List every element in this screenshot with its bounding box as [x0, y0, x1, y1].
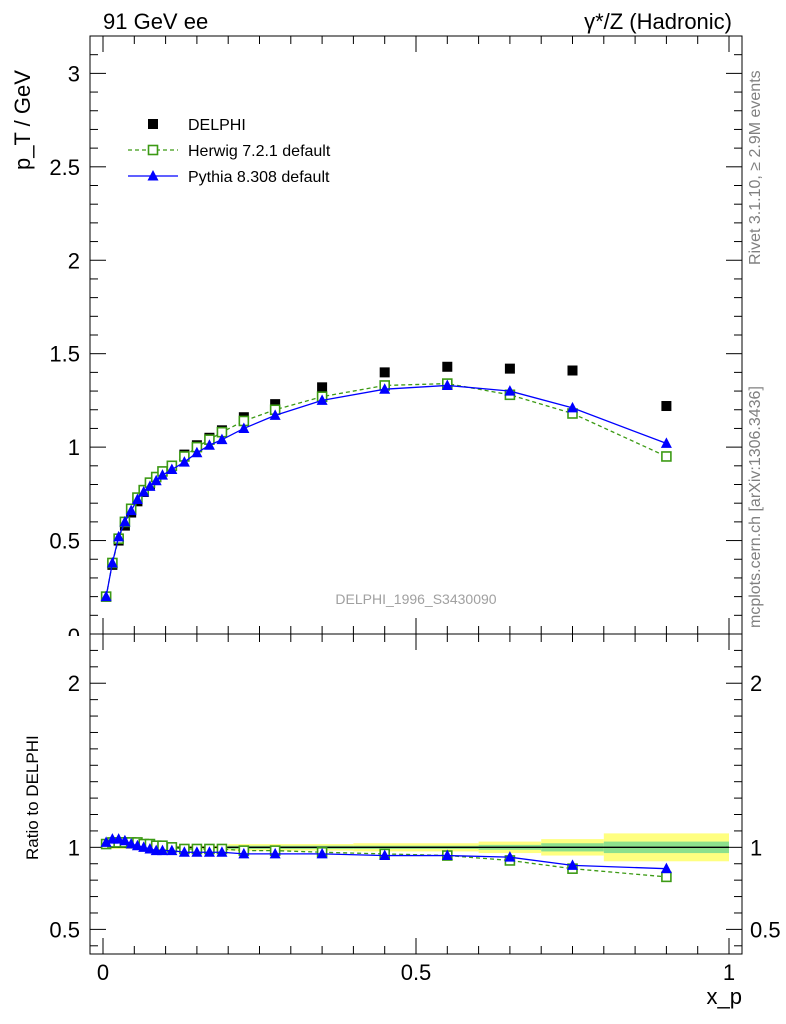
x-tick-label: 1	[723, 960, 735, 985]
legend-label: Pythia 8.308 default	[188, 169, 330, 186]
ratio-data-point	[567, 859, 578, 870]
main-data-point	[270, 399, 281, 410]
ratio-data-point	[269, 847, 281, 859]
main-data-point	[178, 456, 190, 467]
ratio-data-point	[113, 833, 125, 844]
ratio-y-tick-label-right: 1	[750, 835, 762, 860]
main-data-point	[119, 515, 131, 527]
ratio-axis-ticks: 0.5 0.5 1 1 2 2 0 0.5 1	[49, 634, 781, 985]
ratio-data-point	[125, 838, 137, 849]
legend-label: Herwig 7.2.1 default	[188, 143, 331, 160]
main-data-point	[504, 385, 516, 396]
main-y-tick-label: 1	[68, 435, 80, 460]
ratio-y-tick-label: 2	[68, 671, 80, 696]
ratio-y-tick-label-right: 0.5	[750, 917, 781, 942]
main-y-tick-label: 0.5	[49, 529, 80, 554]
main-data-point	[379, 383, 391, 394]
ratio-data-point	[191, 846, 203, 857]
main-data-point	[661, 451, 672, 462]
main-data-point	[661, 401, 672, 412]
events-side-label: Rivet 3.1.10, ≥ 2.9M events	[747, 70, 764, 265]
ratio-series-1	[100, 833, 672, 874]
ratio-data-point	[660, 862, 672, 874]
legend-marker	[147, 144, 159, 156]
main-y-axis-label: p_T / GeV	[10, 70, 35, 170]
main-data-point	[106, 556, 118, 568]
ratio-data-point	[203, 846, 215, 857]
main-data-point	[191, 446, 203, 458]
main-data-point	[203, 439, 215, 450]
ratio-plot-series	[100, 833, 672, 883]
main-y-tick-label: 2	[68, 248, 80, 273]
legend-marker	[148, 119, 158, 129]
main-ylabel-text: p_T / GeV	[10, 70, 35, 170]
ratio-ylabel-text: Ratio to DELPHI	[23, 735, 42, 860]
main-data-point	[150, 474, 162, 486]
main-series-0	[101, 361, 672, 602]
main-data-point	[166, 463, 178, 475]
main-y-tick-label: 1.5	[49, 342, 80, 367]
main-data-point	[316, 394, 328, 405]
header-left-label: 91 GeV ee	[103, 9, 208, 34]
ratio-data-point	[119, 834, 131, 846]
analysis-id-label: DELPHI_1996_S3430090	[335, 591, 496, 607]
main-data-point	[379, 367, 390, 378]
main-y-tick-label: 2.5	[49, 155, 80, 180]
main-data-point	[269, 409, 281, 420]
ratio-data-point	[316, 847, 328, 859]
ratio-data-point	[379, 849, 391, 861]
ratio-data-point	[156, 844, 168, 856]
x-tick-label: 0.5	[401, 960, 432, 985]
x-tick-label: 0	[97, 960, 109, 985]
legend-label: DELPHI	[188, 117, 246, 134]
x-axis-label: x_p	[707, 984, 742, 1009]
ratio-data-point	[178, 846, 190, 857]
main-data-point	[216, 433, 228, 445]
main-data-point	[442, 361, 453, 372]
main-y-tick-label-zero: 0	[68, 624, 80, 649]
ratio-data-point	[100, 836, 112, 847]
main-data-point	[156, 469, 168, 480]
main-y-tick-label: 3	[68, 61, 80, 86]
main-data-point	[125, 504, 137, 516]
main-data-point	[317, 382, 328, 393]
ratio-data-point	[216, 846, 228, 857]
header-right-label: γ*/Z (Hadronic)	[584, 9, 732, 34]
ratio-y-axis-label: Ratio to DELPHI	[23, 735, 42, 860]
legend: DELPHI Herwig 7.2.1 default Pythia 8.308 d…	[128, 117, 331, 186]
main-data-point	[138, 485, 150, 497]
main-data-point	[144, 480, 156, 491]
legend-marker	[147, 170, 159, 181]
ratio-data-point	[504, 851, 516, 862]
ratio-data-point	[138, 841, 150, 852]
ratio-data-point	[144, 842, 156, 854]
main-data-point	[441, 379, 453, 390]
ratio-plot-frame	[89, 633, 743, 955]
ratio-y-tick-label: 1	[68, 835, 80, 860]
main-data-point	[567, 365, 578, 376]
ratio-data-point	[131, 839, 143, 851]
main-axis-ticks: 0.5 1 1.5 2 2.5 3 0	[49, 36, 742, 649]
source-side-label: mcplots.cern.ch [arXiv:1306.3436]	[747, 386, 764, 628]
main-series-line	[105, 384, 667, 597]
main-series-2	[100, 379, 672, 602]
ratio-y-tick-label: 0.5	[49, 917, 80, 942]
main-data-point	[131, 493, 143, 504]
main-data-point	[100, 590, 112, 602]
ratio-data-point	[441, 849, 453, 861]
main-series-line	[105, 382, 667, 597]
ratio-data-point	[166, 844, 178, 856]
main-data-point	[567, 401, 578, 413]
main-data-point	[113, 530, 125, 542]
main-data-point	[238, 422, 250, 433]
ratio-y-tick-label-right: 2	[750, 671, 762, 696]
main-plot-series	[100, 361, 672, 602]
ratio-data-point	[238, 847, 250, 859]
main-data-point	[504, 363, 515, 374]
ratio-data-point	[661, 871, 672, 883]
main-data-point	[660, 437, 672, 448]
